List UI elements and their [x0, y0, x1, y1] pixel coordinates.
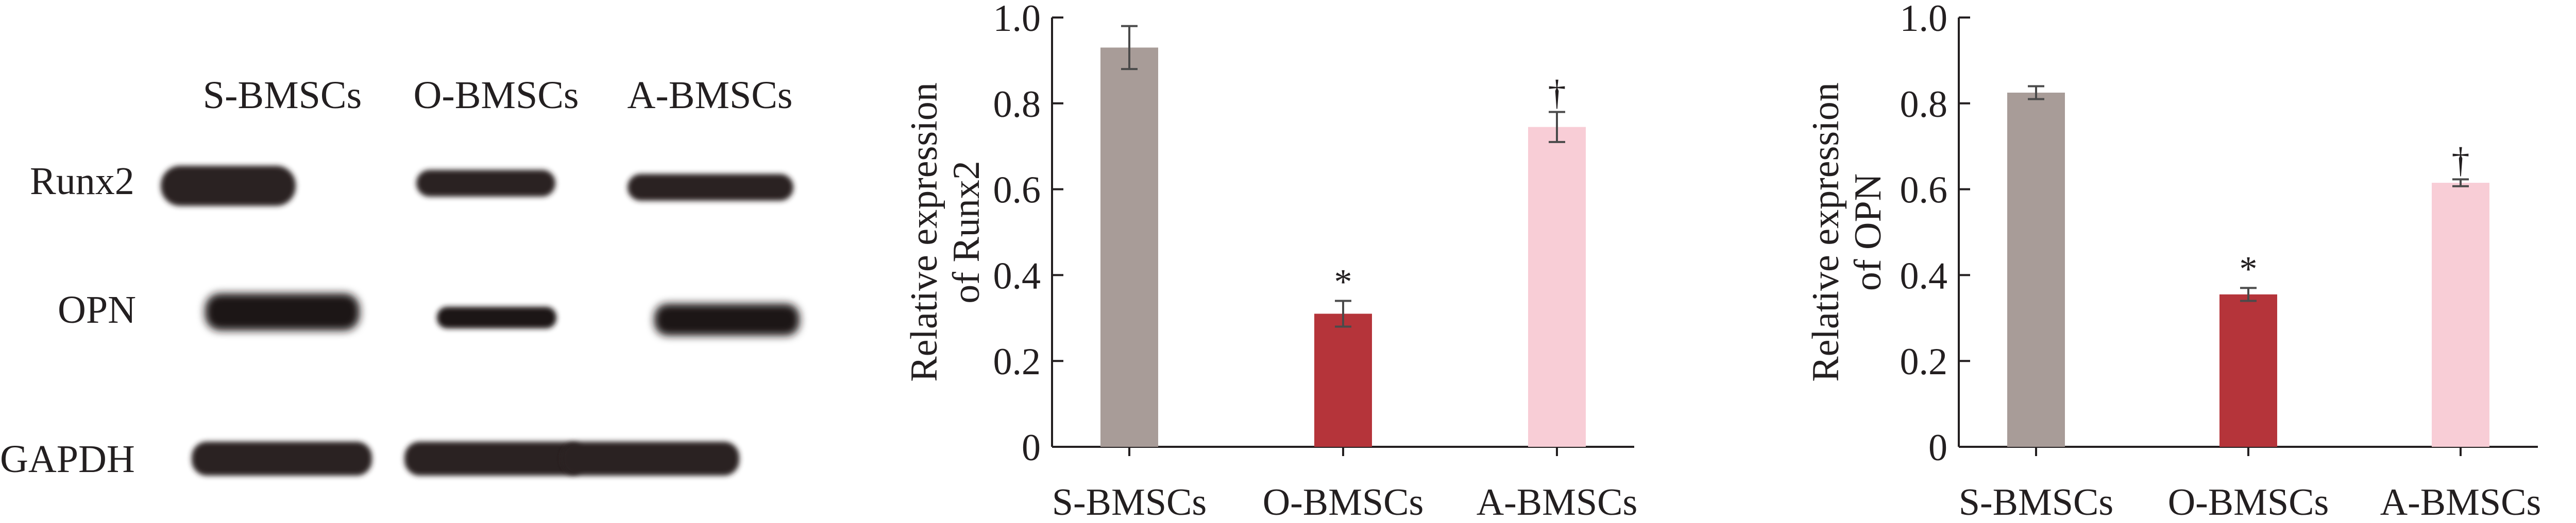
y-tick-label: 0	[1022, 427, 1041, 469]
band-runx2-o	[416, 170, 555, 197]
x-tick-label: A-BMSCs	[1477, 481, 1638, 520]
y-axis-label: Relative expression	[903, 82, 945, 382]
opn-chart-panel: 0 0.2 0.4 0.6 0.8 1.0 Relative expression of OP…	[1788, 0, 2576, 523]
y-tick-label: 0.6	[993, 169, 1041, 212]
lane-label-o-bmscs: O-BMSCs	[414, 74, 579, 117]
significance-mark: *	[1334, 262, 1352, 302]
y-tick-label: 0.4	[1900, 255, 1948, 297]
bar	[2432, 183, 2489, 447]
x-tick-label: A-BMSCs	[2380, 481, 2541, 520]
y-tick-label: 0	[1928, 427, 1947, 469]
runx2-bar-chart: 0 0.2 0.4 0.6 0.8 1.0 Relative expression of Ru…	[903, 0, 1638, 523]
y-tick-label: 0.8	[1900, 83, 1948, 126]
y-tick-label: 0.2	[993, 341, 1041, 383]
y-tick-label: 0.2	[1900, 341, 1948, 383]
bar	[1528, 127, 1586, 447]
x-tick-label: O-BMSCs	[1263, 481, 1424, 520]
row-label-opn: OPN	[58, 288, 136, 332]
y-tick-label: 1.0	[993, 0, 1041, 40]
x-tick-label: O-BMSCs	[2168, 481, 2329, 520]
y-axis-label: Relative expression	[1805, 82, 1847, 382]
opn-bands	[205, 293, 800, 336]
row-label-runx2: Runx2	[30, 160, 134, 203]
y-tick-label: 1.0	[1900, 0, 1948, 40]
y-axis-label: of Runx2	[945, 161, 988, 304]
lane-label-s-bmscs: S-BMSCs	[203, 74, 362, 117]
lane-label-a-bmscs: A-BMSCs	[628, 74, 793, 117]
significance-mark: *	[2240, 249, 2258, 289]
row-label-gapdh: GAPDH	[0, 438, 135, 481]
western-blot: S-BMSCs O-BMSCs A-BMSCs Runx2 OPN GAPDH	[0, 74, 800, 481]
y-tick-label: 0.8	[993, 83, 1041, 126]
opn-bar-chart: 0 0.2 0.4 0.6 0.8 1.0 Relative expression of OP…	[1805, 0, 2541, 523]
band-runx2-a	[628, 174, 793, 201]
gapdh-bands	[192, 442, 739, 476]
band-opn-a	[654, 304, 800, 336]
western-blot-panel: S-BMSCs O-BMSCs A-BMSCs Runx2 OPN GAPDH	[0, 0, 845, 520]
band-opn-s	[205, 293, 360, 330]
band-gapdh-o	[404, 442, 585, 476]
significance-mark: †	[1548, 73, 1566, 113]
runx2-chart-panel: 0 0.2 0.4 0.6 0.8 1.0 Relative expression of Ru…	[876, 0, 1752, 523]
y-tick-label: 0.6	[1900, 169, 1948, 212]
bar	[2219, 294, 2277, 447]
band-runx2-s	[161, 166, 296, 206]
x-tick-label: S-BMSCs	[1052, 481, 1207, 520]
x-tick-label: S-BMSCs	[1959, 481, 2113, 520]
significance-mark: †	[2452, 141, 2470, 180]
band-gapdh-a	[562, 442, 739, 476]
bar	[2007, 92, 2065, 447]
band-opn-o	[437, 307, 556, 328]
bar	[1100, 47, 1158, 447]
runx2-bands	[161, 166, 793, 206]
bar	[1314, 313, 1372, 447]
band-gapdh-s	[192, 442, 372, 476]
y-axis-label: of OPN	[1847, 173, 1889, 291]
y-tick-label: 0.4	[993, 255, 1041, 297]
